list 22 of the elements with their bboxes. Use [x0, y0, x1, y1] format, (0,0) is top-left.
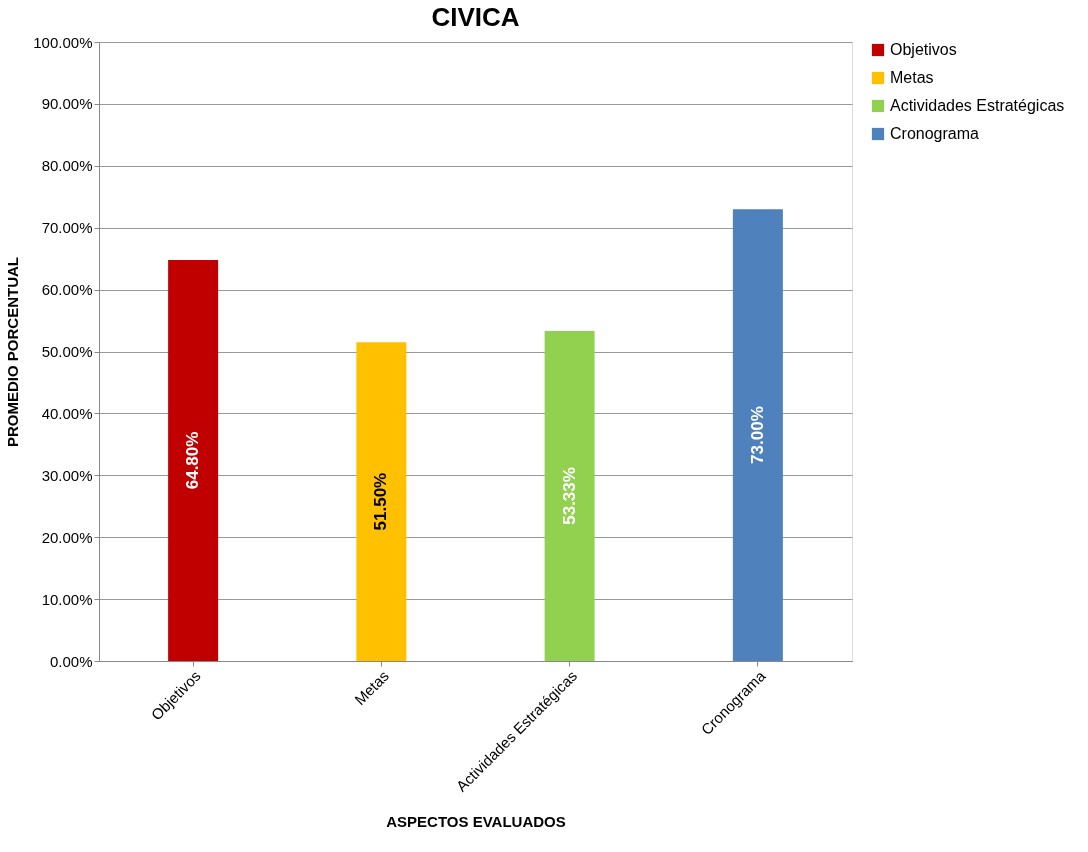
data-label: 53.33%	[559, 467, 579, 525]
y-tick-label: 50.00%	[41, 343, 93, 360]
y-tick-label: 0.00%	[49, 652, 93, 670]
legend-label: Actividades Estratégicas	[890, 97, 1065, 114]
data-label: 64.80%	[183, 431, 203, 490]
y-tick-label: 90.00%	[41, 95, 93, 113]
y-axis-title: PROMEDIO PORCENTUAL	[4, 256, 22, 448]
y-tick-label: 70.00%	[41, 219, 93, 237]
legend-label: Metas	[890, 69, 934, 86]
legend-label: Cronograma	[890, 125, 980, 142]
y-tick-label: 80.00%	[41, 157, 93, 175]
y-tick-label: 100.00%	[33, 33, 93, 51]
x-axis-title: ASPECTOS EVALUADOS	[386, 812, 566, 830]
data-label: 73.00%	[747, 406, 767, 464]
chart-title: CIVICA	[431, 2, 520, 32]
legend-label: Objetivos	[890, 41, 957, 58]
y-tick-label: 20.00%	[41, 528, 93, 546]
y-tick-label: 10.00%	[41, 590, 93, 608]
y-tick-label: 30.00%	[41, 466, 93, 484]
y-tick-label: 60.00%	[41, 281, 93, 299]
y-tick-label: 40.00%	[41, 404, 93, 422]
data-label: 51.50%	[371, 472, 391, 531]
